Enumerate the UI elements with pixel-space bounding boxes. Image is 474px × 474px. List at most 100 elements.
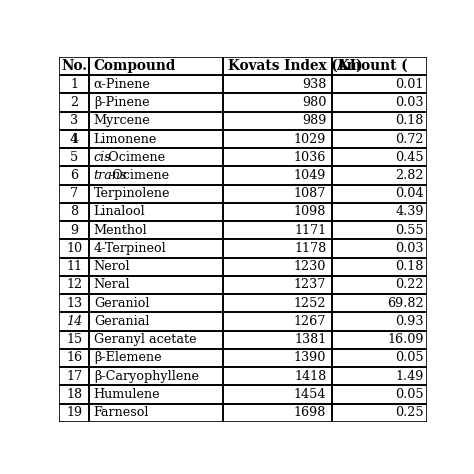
Bar <box>223 93 332 112</box>
Text: 4: 4 <box>70 133 79 146</box>
Bar <box>90 148 223 166</box>
Text: 3: 3 <box>70 114 78 127</box>
Bar <box>223 112 332 130</box>
Text: 7: 7 <box>70 187 78 200</box>
Text: 2: 2 <box>70 96 78 109</box>
Bar <box>223 404 332 422</box>
Text: 1178: 1178 <box>294 242 326 255</box>
Text: 1171: 1171 <box>294 224 326 237</box>
Bar <box>90 239 223 258</box>
Text: 14: 14 <box>66 315 82 328</box>
Bar <box>332 404 427 422</box>
Bar <box>90 331 223 349</box>
Text: β-Pinene: β-Pinene <box>94 96 149 109</box>
Bar <box>332 57 427 75</box>
Bar <box>90 221 223 239</box>
Bar <box>59 166 90 185</box>
Bar <box>223 367 332 385</box>
Bar <box>332 221 427 239</box>
Bar <box>59 130 90 148</box>
Text: 16.09: 16.09 <box>387 333 424 346</box>
Text: 18: 18 <box>66 388 82 401</box>
Bar <box>59 75 90 93</box>
Text: Menthol: Menthol <box>94 224 147 237</box>
Bar <box>59 221 90 239</box>
Text: 1.49: 1.49 <box>395 370 424 383</box>
Text: 1087: 1087 <box>294 187 326 200</box>
Bar <box>59 385 90 404</box>
Text: 1418: 1418 <box>294 370 326 383</box>
Bar <box>59 148 90 166</box>
Bar <box>90 185 223 203</box>
Text: No.: No. <box>61 59 87 73</box>
Bar <box>59 185 90 203</box>
Bar <box>223 203 332 221</box>
Bar <box>332 166 427 185</box>
Text: α-Pinene: α-Pinene <box>94 78 151 91</box>
Bar <box>332 349 427 367</box>
Text: 0.18: 0.18 <box>395 260 424 273</box>
Bar <box>90 130 223 148</box>
Text: 1237: 1237 <box>294 279 326 292</box>
Text: trans: trans <box>94 169 128 182</box>
Bar <box>59 112 90 130</box>
Bar <box>59 276 90 294</box>
Text: cis: cis <box>94 151 111 164</box>
Text: 1252: 1252 <box>294 297 326 310</box>
Text: 1454: 1454 <box>294 388 326 401</box>
Bar <box>223 349 332 367</box>
Text: 0.03: 0.03 <box>395 96 424 109</box>
Bar <box>223 385 332 404</box>
Text: 980: 980 <box>302 96 326 109</box>
Text: β-Caryophyllene: β-Caryophyllene <box>94 370 199 383</box>
Text: 10: 10 <box>66 242 82 255</box>
Bar <box>332 367 427 385</box>
Text: 1698: 1698 <box>294 406 326 419</box>
Text: Kovats Index (KI): Kovats Index (KI) <box>228 59 362 73</box>
Bar <box>223 75 332 93</box>
Bar <box>59 203 90 221</box>
Bar <box>90 312 223 331</box>
Bar <box>90 203 223 221</box>
Bar <box>332 75 427 93</box>
Bar <box>223 148 332 166</box>
Bar <box>332 331 427 349</box>
Text: Geraniol: Geraniol <box>94 297 149 310</box>
Text: 0.72: 0.72 <box>395 133 424 146</box>
Bar <box>223 185 332 203</box>
Bar <box>332 276 427 294</box>
Bar <box>90 75 223 93</box>
Bar <box>59 312 90 331</box>
Text: 0.18: 0.18 <box>395 114 424 127</box>
Bar <box>223 221 332 239</box>
Bar <box>59 331 90 349</box>
Text: 9: 9 <box>70 224 78 237</box>
Bar <box>59 258 90 276</box>
Text: 0.05: 0.05 <box>395 352 424 365</box>
Text: 11: 11 <box>66 260 82 273</box>
Text: 1390: 1390 <box>294 352 326 365</box>
Bar <box>90 404 223 422</box>
Text: Farnesol: Farnesol <box>94 406 149 419</box>
Bar <box>332 312 427 331</box>
Text: 0.93: 0.93 <box>395 315 424 328</box>
Text: 1029: 1029 <box>294 133 326 146</box>
Text: Compound: Compound <box>94 59 176 73</box>
Bar <box>332 385 427 404</box>
Text: 2.82: 2.82 <box>395 169 424 182</box>
Text: Humulene: Humulene <box>94 388 160 401</box>
Text: 15: 15 <box>66 333 82 346</box>
Bar <box>90 258 223 276</box>
Text: 1036: 1036 <box>294 151 326 164</box>
Text: 0.04: 0.04 <box>395 187 424 200</box>
Bar <box>223 166 332 185</box>
Bar <box>332 130 427 148</box>
Text: 0.55: 0.55 <box>395 224 424 237</box>
Bar <box>59 349 90 367</box>
Bar <box>223 57 332 75</box>
Bar <box>90 367 223 385</box>
Bar <box>223 276 332 294</box>
Text: Nerol: Nerol <box>94 260 130 273</box>
Text: 938: 938 <box>302 78 326 91</box>
Text: 1: 1 <box>70 78 78 91</box>
